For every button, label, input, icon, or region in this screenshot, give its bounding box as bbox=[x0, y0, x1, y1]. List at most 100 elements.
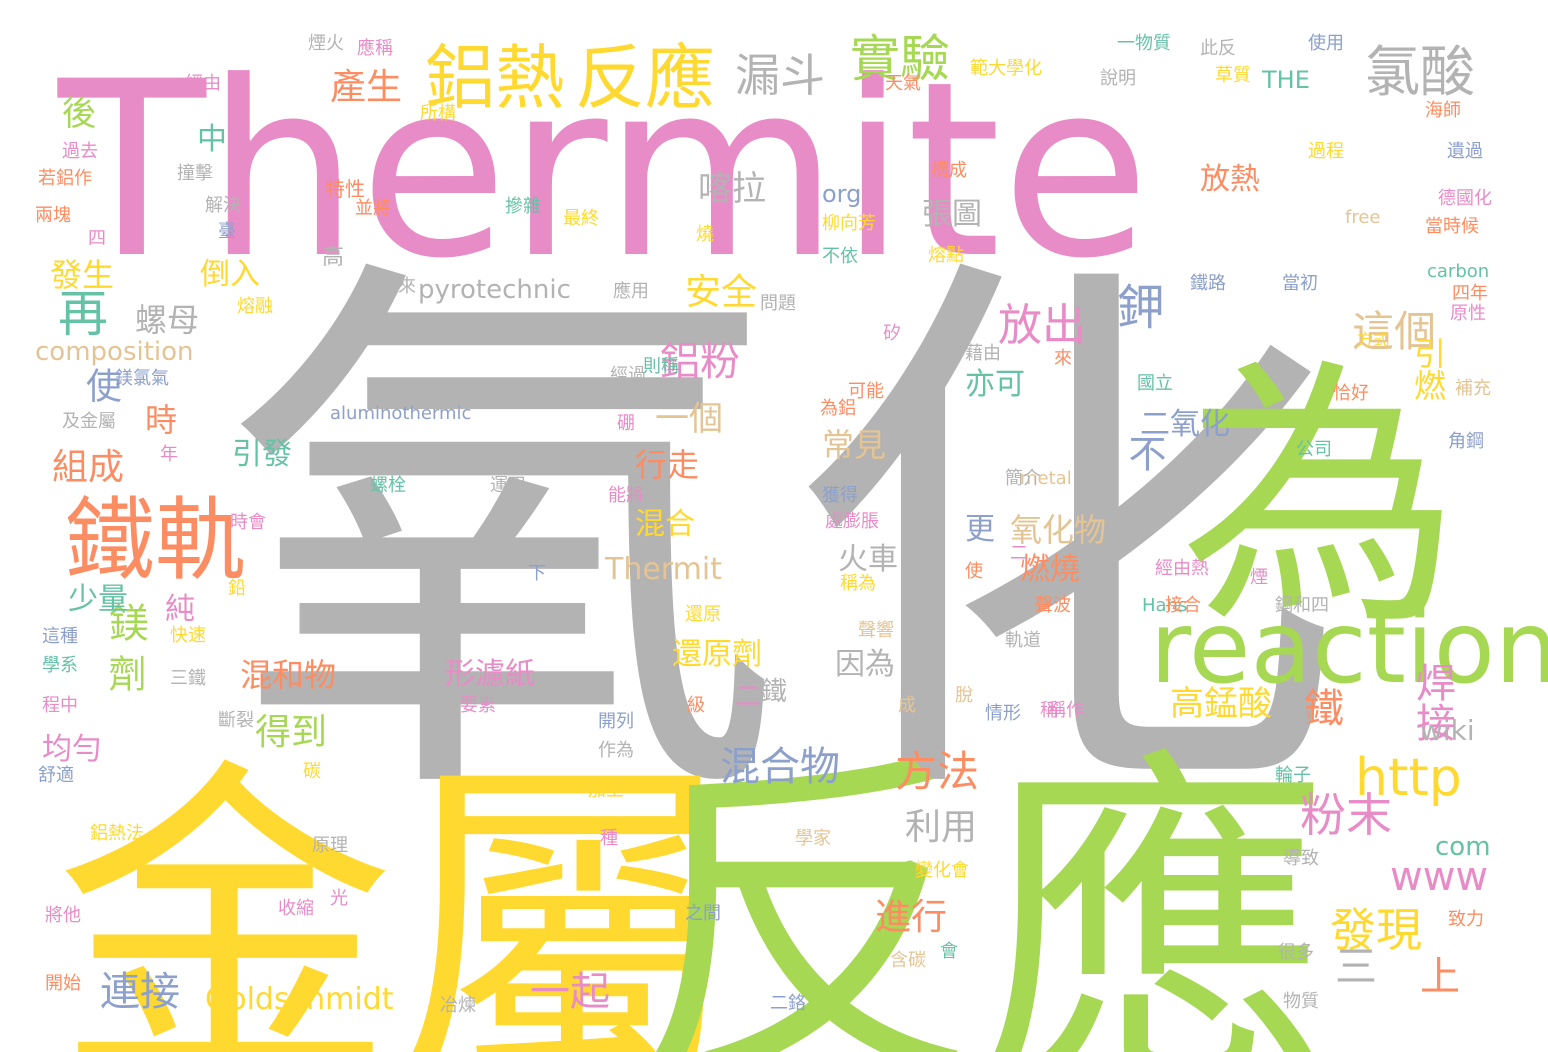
cloud-word: 形濾紙 bbox=[445, 657, 535, 693]
cloud-word: 二氧化 bbox=[1140, 407, 1230, 443]
cloud-word: 使用 bbox=[1308, 33, 1344, 55]
cloud-word: 四年 bbox=[1452, 283, 1488, 305]
cloud-word: THE bbox=[1262, 66, 1310, 95]
cloud-word: 說明 bbox=[1100, 68, 1136, 90]
cloud-word: 能將 bbox=[608, 485, 644, 507]
cloud-word: 中 bbox=[197, 122, 227, 158]
cloud-word: http bbox=[1355, 748, 1462, 809]
cloud-word: 火車 bbox=[838, 542, 898, 578]
cloud-word: 物質 bbox=[1283, 991, 1319, 1013]
cloud-word: 焊接 bbox=[1409, 662, 1455, 742]
cloud-word: 張圖 bbox=[922, 197, 982, 233]
cloud-word: 高 bbox=[322, 244, 345, 270]
cloud-word: 若鋁作 bbox=[38, 168, 92, 190]
cloud-word: 發現 bbox=[1330, 903, 1422, 958]
cloud-word: 最終 bbox=[563, 208, 599, 230]
cloud-word: 二 bbox=[1010, 543, 1028, 565]
cloud-word: 原性 bbox=[1450, 303, 1486, 325]
cloud-word: 柳向芳 bbox=[822, 213, 876, 235]
cloud-word: 時 bbox=[145, 400, 178, 439]
cloud-word: 方式 bbox=[1357, 329, 1390, 349]
cloud-word: 金屬 bbox=[55, 733, 735, 1052]
cloud-word: 四 bbox=[88, 228, 106, 250]
cloud-word: 斷裂 bbox=[218, 710, 254, 732]
cloud-word: 不 bbox=[1122, 434, 1166, 473]
cloud-word: 這個 bbox=[1352, 306, 1437, 356]
cloud-word: 含碳 bbox=[890, 950, 926, 972]
cloud-word: 反應 bbox=[575, 36, 715, 119]
cloud-word: 再 bbox=[58, 285, 108, 343]
cloud-word: 安全 bbox=[685, 272, 758, 314]
cloud-word: 混合 bbox=[635, 507, 695, 543]
cloud-word: 恰好 bbox=[1333, 383, 1369, 405]
cloud-word: 還原劑 bbox=[672, 637, 762, 673]
cloud-word: 及金屬 bbox=[62, 411, 116, 433]
cloud-word: 倒入 bbox=[200, 257, 260, 293]
cloud-word: 可能 bbox=[848, 381, 884, 403]
cloud-word: 聲波 bbox=[1035, 595, 1071, 617]
cloud-word: 組成 bbox=[52, 447, 125, 489]
cloud-word: 致力 bbox=[1448, 909, 1484, 931]
cloud-word: 混合物 bbox=[720, 744, 840, 791]
cloud-word: 方法 bbox=[895, 746, 980, 796]
cloud-word: 接合 bbox=[1165, 595, 1201, 617]
cloud-word: 經由 bbox=[185, 73, 221, 95]
cloud-word: Hans bbox=[1142, 595, 1188, 617]
cloud-word: 稱 bbox=[1040, 700, 1058, 722]
cloud-word: www bbox=[1390, 854, 1489, 901]
cloud-word: 少量 bbox=[68, 582, 128, 618]
cloud-word: 臺 bbox=[218, 221, 236, 243]
cloud-word: 來 bbox=[1054, 348, 1072, 370]
cloud-word: 學家 bbox=[795, 828, 831, 850]
cloud-word: 使 bbox=[80, 366, 121, 403]
cloud-word: 補充 bbox=[1455, 378, 1491, 400]
cloud-word: 要素 bbox=[460, 695, 496, 717]
cloud-word: pyrotechnic bbox=[418, 274, 571, 305]
cloud-word: 鋁熱 bbox=[425, 36, 565, 119]
cloud-word: 燃燒 bbox=[1020, 552, 1080, 588]
cloud-word: 加上 bbox=[588, 780, 624, 802]
cloud-word: 氧化物 bbox=[1010, 510, 1107, 549]
cloud-word: 脫 bbox=[955, 685, 973, 707]
cloud-word: 鎂 bbox=[102, 602, 148, 642]
cloud-word: 運用 bbox=[490, 475, 526, 497]
cloud-word: Goldschmidt bbox=[205, 982, 394, 1018]
cloud-word: 粉末 bbox=[1300, 788, 1392, 843]
cloud-word: 時會 bbox=[230, 512, 266, 534]
cloud-word: 三 bbox=[1335, 941, 1378, 991]
cloud-word: 為鋁 bbox=[820, 398, 856, 420]
cloud-word: 遺過 bbox=[1447, 141, 1483, 163]
cloud-word: 漏斗 bbox=[735, 49, 826, 103]
cloud-word: 二鐵 bbox=[735, 676, 788, 707]
cloud-word: metal bbox=[1020, 468, 1072, 490]
cloud-word: 簡介 bbox=[1005, 468, 1041, 490]
cloud-word: 公司 bbox=[1296, 439, 1332, 461]
cloud-word: 光 bbox=[330, 888, 348, 910]
cloud-word: com bbox=[1435, 831, 1491, 862]
cloud-word: 特性 bbox=[325, 176, 365, 201]
cloud-word: 一物質 bbox=[1117, 33, 1171, 55]
cloud-word: 應用 bbox=[613, 281, 649, 303]
cloud-word: 成 bbox=[898, 695, 916, 717]
cloud-word: 行走 bbox=[635, 445, 700, 484]
cloud-word: 原理 bbox=[312, 835, 348, 857]
cloud-word: 高錳酸 bbox=[1170, 684, 1272, 725]
cloud-word: 後 bbox=[62, 94, 96, 135]
cloud-word: 鐵軌 bbox=[65, 488, 245, 594]
cloud-word: 常見 bbox=[822, 425, 887, 464]
cloud-word: composition bbox=[35, 336, 194, 367]
cloud-word: 構成 bbox=[931, 160, 967, 182]
cloud-word: 程中 bbox=[42, 695, 78, 717]
cloud-word: 則稱 bbox=[643, 356, 679, 378]
cloud-word: aluminothermic bbox=[330, 403, 472, 425]
cloud-word: 鉛 bbox=[228, 578, 246, 600]
cloud-word: 一起 bbox=[530, 969, 610, 1016]
cloud-word: 鐵 bbox=[1297, 687, 1343, 727]
cloud-word: 一個 bbox=[655, 399, 723, 440]
cloud-word: 年 bbox=[160, 444, 178, 466]
cloud-word: 均勻 bbox=[42, 732, 102, 768]
cloud-word: 鋼和四 bbox=[1275, 595, 1329, 617]
cloud-word: 上 bbox=[1420, 954, 1460, 1001]
cloud-word: 下 bbox=[528, 563, 546, 585]
